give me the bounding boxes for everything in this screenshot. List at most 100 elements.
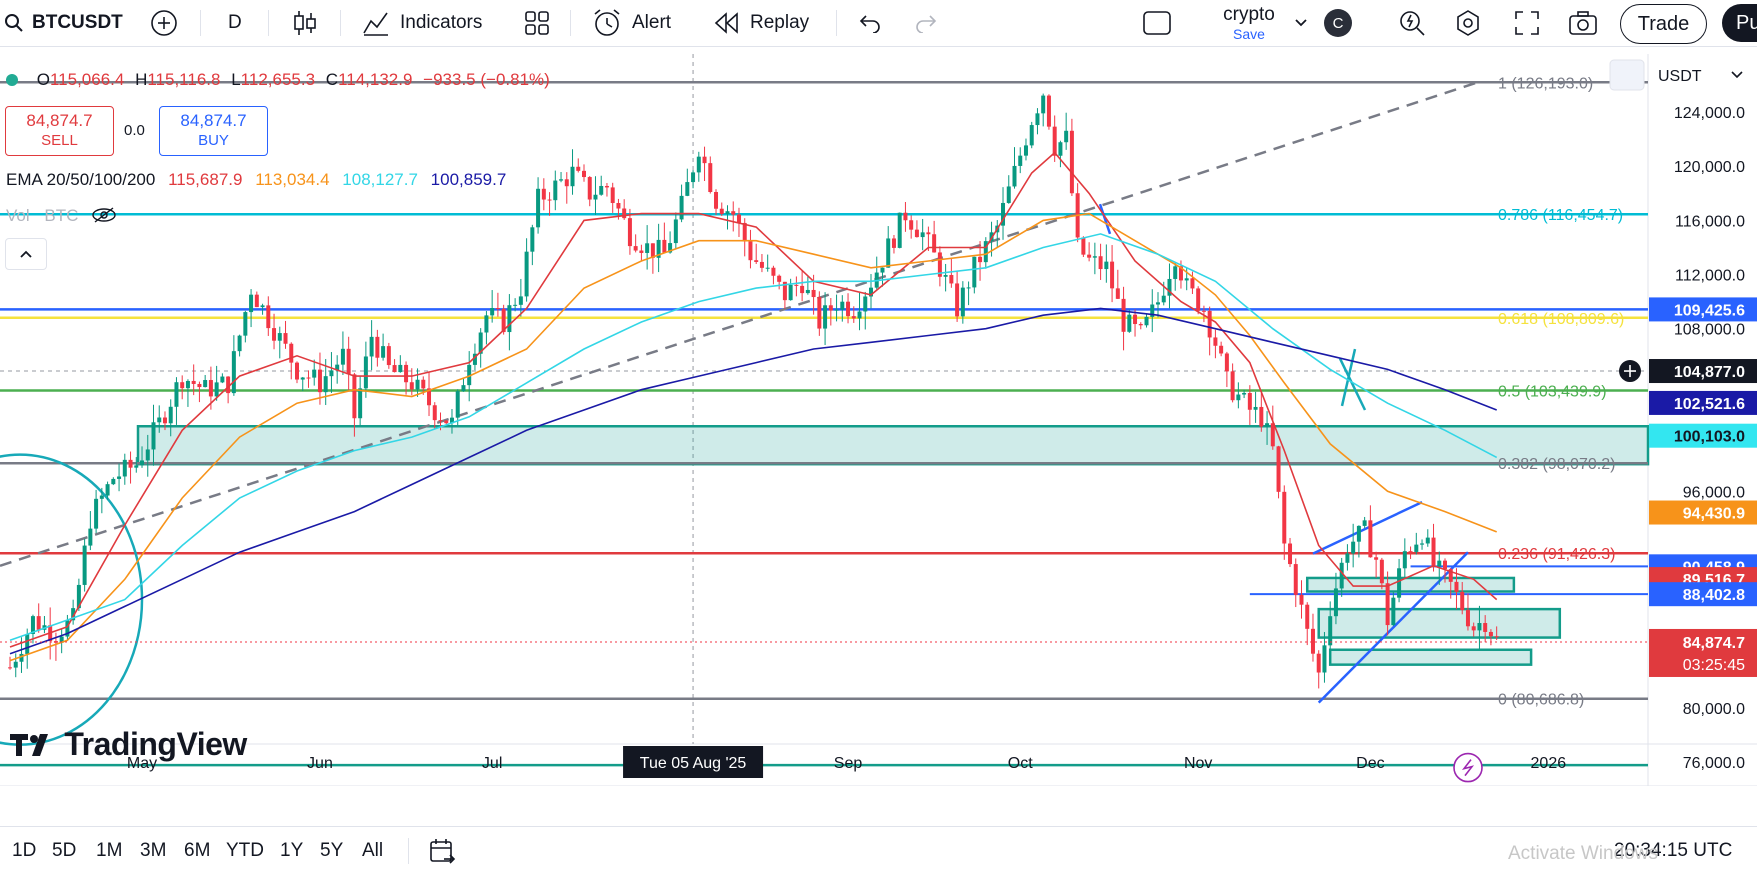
candle-body (1333, 588, 1338, 617)
candle-body (748, 241, 753, 261)
candle-body (30, 616, 35, 634)
replay-button[interactable]: Replay (714, 0, 809, 46)
layout-menu[interactable]: crypto Save (1204, 4, 1294, 44)
eye-hidden-icon[interactable] (91, 207, 117, 223)
alert-button[interactable]: Alert (592, 0, 671, 46)
price-chart[interactable]: 1 (126,193.0) 0.786 (116,454.7) 0.618 (108… (0, 54, 1757, 786)
price-label-2: 102,521.6 (1674, 396, 1745, 413)
range-button-all[interactable]: All (362, 840, 384, 861)
sell-button[interactable]: 84,874.7 SELL (5, 106, 114, 156)
quick-search-button[interactable] (1398, 0, 1426, 46)
candle-body (1236, 394, 1241, 401)
candle-body (1408, 551, 1413, 553)
candle-body (708, 163, 713, 192)
candle-body (1110, 261, 1115, 289)
candle-body (1368, 520, 1373, 558)
symbol-search[interactable]: BTCUSDT (4, 0, 123, 46)
candle-body (570, 166, 575, 187)
candle-body (943, 275, 948, 277)
fib-label-1: 1 (126,193.0) (1498, 75, 1593, 92)
range-button-3m[interactable]: 3M (140, 840, 167, 861)
demand-zone-0 (136, 425, 1650, 466)
range-button-1d[interactable]: 1D (12, 840, 37, 861)
sell-label: SELL (41, 132, 78, 149)
indicators-button[interactable]: Indicators (362, 0, 482, 46)
range-button-1m[interactable]: 1M (96, 840, 123, 861)
low-label: L (231, 70, 241, 89)
range-button-1y[interactable]: 1Y (280, 840, 304, 861)
candle-body (1425, 537, 1430, 544)
collapse-legend-button[interactable] (5, 238, 47, 270)
clock[interactable]: 20:34:15 UTC (1614, 840, 1733, 861)
settings-button[interactable] (1454, 0, 1482, 46)
candle-body (352, 374, 357, 419)
chart-type-button[interactable] (292, 0, 318, 46)
candle-body (140, 460, 145, 466)
candle-body (897, 212, 902, 248)
avatar[interactable]: C (1324, 9, 1352, 37)
range-button-ytd[interactable]: YTD (226, 840, 264, 861)
currency-selector[interactable] (1650, 60, 1750, 90)
candle-body (759, 261, 764, 268)
candle-body (59, 636, 64, 643)
candle-body (823, 305, 828, 329)
candle-body (547, 199, 552, 201)
undo-button[interactable] (858, 0, 882, 46)
trade-button[interactable]: Trade (1620, 4, 1707, 44)
plus-circle-icon (151, 10, 177, 36)
snapshot-button[interactable] (1568, 0, 1598, 46)
candle-body (1494, 636, 1499, 638)
price-label-0: 109,425.6 (1674, 302, 1745, 319)
range-button-5y[interactable]: 5Y (320, 840, 344, 861)
candle-body (1305, 604, 1310, 629)
range-button-6m[interactable]: 6M (184, 840, 211, 861)
templates-button[interactable] (524, 0, 550, 46)
candle-body (587, 177, 592, 200)
logo-text: TradingView (64, 726, 247, 762)
candle-body (335, 364, 340, 371)
candle-body (1288, 543, 1293, 565)
candle-body (742, 222, 747, 242)
candle-body (788, 284, 793, 301)
chevron-down-icon (1731, 71, 1743, 79)
candle-body (719, 208, 724, 215)
time-tick-dec: Dec (1356, 755, 1384, 772)
calendar-icon (430, 839, 456, 864)
publish-button[interactable]: Pu (1722, 4, 1757, 42)
price-tick: 112,000.0 (1675, 268, 1745, 285)
candle-body (1029, 125, 1034, 146)
candle-body (828, 305, 833, 311)
candle-body (564, 179, 569, 187)
fib-label-0.382: 0.382 (98,070.2) (1498, 456, 1615, 473)
candle-body (1207, 310, 1212, 338)
chart-bg (0, 54, 1757, 786)
candle-body (518, 296, 523, 305)
redo-button[interactable] (914, 0, 938, 46)
candle-body (398, 364, 403, 373)
rewind-icon (714, 12, 738, 34)
ema-legend[interactable]: EMA 20/50/100/200 115,687.9 113,034.4 10… (6, 170, 506, 190)
time-tick-sep: Sep (834, 755, 863, 772)
tradingview-mark-icon (10, 734, 48, 756)
channel-upper-line (1312, 500, 1423, 555)
candle-body (1138, 324, 1143, 326)
fullscreen-button[interactable] (1514, 0, 1540, 46)
candle-body (277, 333, 282, 341)
ema-line-200 (9, 307, 1497, 655)
date-range-button[interactable] (428, 827, 456, 875)
range-button-5d[interactable]: 5D (52, 840, 77, 861)
close-label: C (325, 70, 339, 89)
compare-button[interactable] (150, 0, 178, 46)
buy-button[interactable]: 84,874.7 BUY (159, 106, 268, 156)
ema-line-20 (9, 151, 1498, 648)
interval-button[interactable]: D (228, 12, 242, 33)
price-label-3-bg (1649, 423, 1757, 448)
candle-body (13, 661, 18, 668)
layout-toggle[interactable] (1142, 0, 1172, 46)
goto-button[interactable] (1609, 59, 1645, 91)
layout-dropdown[interactable] (1294, 0, 1308, 46)
candle-body (295, 362, 299, 380)
volume-legend[interactable]: Vol BTC (6, 206, 117, 226)
price-label-7-bg (1649, 582, 1757, 607)
crosshair-date: Tue 05 Aug '25 (640, 755, 747, 772)
